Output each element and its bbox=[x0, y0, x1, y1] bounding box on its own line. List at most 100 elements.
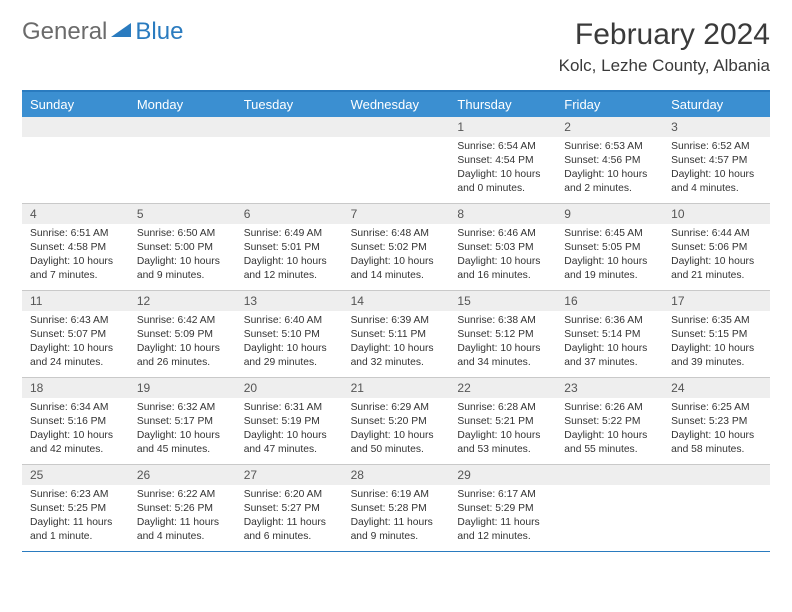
calendar-cell: 6Sunrise: 6:49 AMSunset: 5:01 PMDaylight… bbox=[236, 204, 343, 290]
calendar-cell: 22Sunrise: 6:28 AMSunset: 5:21 PMDayligh… bbox=[449, 378, 556, 464]
calendar-week: 4Sunrise: 6:51 AMSunset: 4:58 PMDaylight… bbox=[22, 204, 770, 291]
day-header: Monday bbox=[129, 92, 236, 117]
day-number: 24 bbox=[663, 378, 770, 398]
day-body: Sunrise: 6:22 AMSunset: 5:26 PMDaylight:… bbox=[129, 485, 236, 550]
calendar-cell: 19Sunrise: 6:32 AMSunset: 5:17 PMDayligh… bbox=[129, 378, 236, 464]
day-body: Sunrise: 6:19 AMSunset: 5:28 PMDaylight:… bbox=[343, 485, 450, 550]
calendar-cell bbox=[129, 117, 236, 203]
header: General Blue February 2024 Kolc, Lezhe C… bbox=[22, 18, 770, 76]
day-number: 11 bbox=[22, 291, 129, 311]
day-body: Sunrise: 6:44 AMSunset: 5:06 PMDaylight:… bbox=[663, 224, 770, 289]
day-body: Sunrise: 6:20 AMSunset: 5:27 PMDaylight:… bbox=[236, 485, 343, 550]
calendar-cell: 2Sunrise: 6:53 AMSunset: 4:56 PMDaylight… bbox=[556, 117, 663, 203]
day-number: 23 bbox=[556, 378, 663, 398]
day-number: 16 bbox=[556, 291, 663, 311]
day-number: 8 bbox=[449, 204, 556, 224]
calendar-cell bbox=[236, 117, 343, 203]
calendar-cell: 7Sunrise: 6:48 AMSunset: 5:02 PMDaylight… bbox=[343, 204, 450, 290]
day-header: Thursday bbox=[449, 92, 556, 117]
day-body: Sunrise: 6:40 AMSunset: 5:10 PMDaylight:… bbox=[236, 311, 343, 376]
calendar-cell bbox=[22, 117, 129, 203]
calendar-cell bbox=[663, 465, 770, 551]
calendar-week: 1Sunrise: 6:54 AMSunset: 4:54 PMDaylight… bbox=[22, 117, 770, 204]
day-number: 2 bbox=[556, 117, 663, 137]
calendar-cell: 8Sunrise: 6:46 AMSunset: 5:03 PMDaylight… bbox=[449, 204, 556, 290]
day-body: Sunrise: 6:17 AMSunset: 5:29 PMDaylight:… bbox=[449, 485, 556, 550]
calendar-cell: 5Sunrise: 6:50 AMSunset: 5:00 PMDaylight… bbox=[129, 204, 236, 290]
day-body: Sunrise: 6:35 AMSunset: 5:15 PMDaylight:… bbox=[663, 311, 770, 376]
day-number: 18 bbox=[22, 378, 129, 398]
page-subtitle: Kolc, Lezhe County, Albania bbox=[559, 56, 770, 76]
day-number: 5 bbox=[129, 204, 236, 224]
calendar-cell: 1Sunrise: 6:54 AMSunset: 4:54 PMDaylight… bbox=[449, 117, 556, 203]
calendar-cell: 13Sunrise: 6:40 AMSunset: 5:10 PMDayligh… bbox=[236, 291, 343, 377]
day-header: Friday bbox=[556, 92, 663, 117]
calendar-cell: 12Sunrise: 6:42 AMSunset: 5:09 PMDayligh… bbox=[129, 291, 236, 377]
day-body: Sunrise: 6:31 AMSunset: 5:19 PMDaylight:… bbox=[236, 398, 343, 463]
calendar-cell: 18Sunrise: 6:34 AMSunset: 5:16 PMDayligh… bbox=[22, 378, 129, 464]
day-body: Sunrise: 6:50 AMSunset: 5:00 PMDaylight:… bbox=[129, 224, 236, 289]
day-header-row: Sunday Monday Tuesday Wednesday Thursday… bbox=[22, 92, 770, 117]
day-number: 20 bbox=[236, 378, 343, 398]
calendar-cell: 16Sunrise: 6:36 AMSunset: 5:14 PMDayligh… bbox=[556, 291, 663, 377]
day-body: Sunrise: 6:29 AMSunset: 5:20 PMDaylight:… bbox=[343, 398, 450, 463]
day-number: 14 bbox=[343, 291, 450, 311]
day-body: Sunrise: 6:28 AMSunset: 5:21 PMDaylight:… bbox=[449, 398, 556, 463]
day-body: Sunrise: 6:51 AMSunset: 4:58 PMDaylight:… bbox=[22, 224, 129, 289]
day-body: Sunrise: 6:53 AMSunset: 4:56 PMDaylight:… bbox=[556, 137, 663, 202]
day-header: Sunday bbox=[22, 92, 129, 117]
day-number: 29 bbox=[449, 465, 556, 485]
day-body: Sunrise: 6:42 AMSunset: 5:09 PMDaylight:… bbox=[129, 311, 236, 376]
day-number: 15 bbox=[449, 291, 556, 311]
calendar: Sunday Monday Tuesday Wednesday Thursday… bbox=[22, 90, 770, 552]
calendar-week: 18Sunrise: 6:34 AMSunset: 5:16 PMDayligh… bbox=[22, 378, 770, 465]
calendar-week: 11Sunrise: 6:43 AMSunset: 5:07 PMDayligh… bbox=[22, 291, 770, 378]
calendar-cell: 29Sunrise: 6:17 AMSunset: 5:29 PMDayligh… bbox=[449, 465, 556, 551]
calendar-cell: 28Sunrise: 6:19 AMSunset: 5:28 PMDayligh… bbox=[343, 465, 450, 551]
day-number-empty bbox=[22, 117, 129, 137]
calendar-cell: 15Sunrise: 6:38 AMSunset: 5:12 PMDayligh… bbox=[449, 291, 556, 377]
calendar-cell: 3Sunrise: 6:52 AMSunset: 4:57 PMDaylight… bbox=[663, 117, 770, 203]
day-body: Sunrise: 6:49 AMSunset: 5:01 PMDaylight:… bbox=[236, 224, 343, 289]
day-number: 4 bbox=[22, 204, 129, 224]
day-body: Sunrise: 6:54 AMSunset: 4:54 PMDaylight:… bbox=[449, 137, 556, 202]
day-body: Sunrise: 6:52 AMSunset: 4:57 PMDaylight:… bbox=[663, 137, 770, 202]
calendar-cell: 9Sunrise: 6:45 AMSunset: 5:05 PMDaylight… bbox=[556, 204, 663, 290]
day-number-empty bbox=[236, 117, 343, 137]
day-body: Sunrise: 6:36 AMSunset: 5:14 PMDaylight:… bbox=[556, 311, 663, 376]
day-body: Sunrise: 6:46 AMSunset: 5:03 PMDaylight:… bbox=[449, 224, 556, 289]
day-number: 27 bbox=[236, 465, 343, 485]
logo: General Blue bbox=[22, 18, 183, 46]
day-number: 6 bbox=[236, 204, 343, 224]
day-number: 26 bbox=[129, 465, 236, 485]
day-number: 12 bbox=[129, 291, 236, 311]
day-number: 9 bbox=[556, 204, 663, 224]
day-number: 28 bbox=[343, 465, 450, 485]
logo-text-1: General bbox=[22, 18, 107, 46]
day-body: Sunrise: 6:39 AMSunset: 5:11 PMDaylight:… bbox=[343, 311, 450, 376]
calendar-cell: 24Sunrise: 6:25 AMSunset: 5:23 PMDayligh… bbox=[663, 378, 770, 464]
calendar-cell bbox=[343, 117, 450, 203]
day-number-empty bbox=[556, 465, 663, 485]
title-block: February 2024 Kolc, Lezhe County, Albani… bbox=[559, 18, 770, 76]
day-number: 21 bbox=[343, 378, 450, 398]
calendar-cell: 21Sunrise: 6:29 AMSunset: 5:20 PMDayligh… bbox=[343, 378, 450, 464]
calendar-cell: 26Sunrise: 6:22 AMSunset: 5:26 PMDayligh… bbox=[129, 465, 236, 551]
day-number: 22 bbox=[449, 378, 556, 398]
day-number: 1 bbox=[449, 117, 556, 137]
day-header: Saturday bbox=[663, 92, 770, 117]
day-number: 19 bbox=[129, 378, 236, 398]
day-number: 7 bbox=[343, 204, 450, 224]
calendar-cell: 27Sunrise: 6:20 AMSunset: 5:27 PMDayligh… bbox=[236, 465, 343, 551]
calendar-week: 25Sunrise: 6:23 AMSunset: 5:25 PMDayligh… bbox=[22, 465, 770, 552]
day-number: 13 bbox=[236, 291, 343, 311]
page-title: February 2024 bbox=[559, 18, 770, 52]
calendar-cell: 11Sunrise: 6:43 AMSunset: 5:07 PMDayligh… bbox=[22, 291, 129, 377]
day-number: 17 bbox=[663, 291, 770, 311]
logo-triangle-icon bbox=[111, 23, 131, 41]
calendar-cell: 20Sunrise: 6:31 AMSunset: 5:19 PMDayligh… bbox=[236, 378, 343, 464]
day-number: 10 bbox=[663, 204, 770, 224]
day-number-empty bbox=[129, 117, 236, 137]
day-body: Sunrise: 6:26 AMSunset: 5:22 PMDaylight:… bbox=[556, 398, 663, 463]
day-body: Sunrise: 6:45 AMSunset: 5:05 PMDaylight:… bbox=[556, 224, 663, 289]
